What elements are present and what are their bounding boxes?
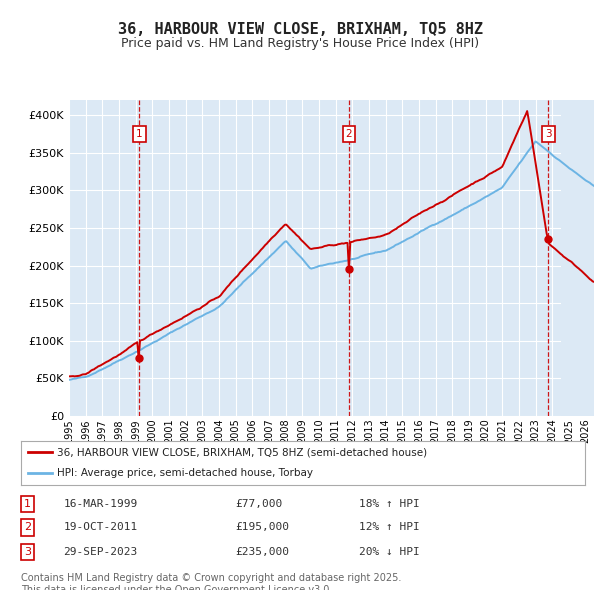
Text: 3: 3 xyxy=(24,548,31,558)
Text: Price paid vs. HM Land Registry's House Price Index (HPI): Price paid vs. HM Land Registry's House … xyxy=(121,37,479,50)
Text: 36, HARBOUR VIEW CLOSE, BRIXHAM, TQ5 8HZ (semi-detached house): 36, HARBOUR VIEW CLOSE, BRIXHAM, TQ5 8HZ… xyxy=(56,447,427,457)
Text: 2: 2 xyxy=(24,523,31,532)
Bar xyxy=(560,100,594,416)
Text: £77,000: £77,000 xyxy=(235,499,283,509)
Text: 1: 1 xyxy=(24,499,31,509)
Text: 18% ↑ HPI: 18% ↑ HPI xyxy=(359,499,420,509)
Text: Contains HM Land Registry data © Crown copyright and database right 2025.
This d: Contains HM Land Registry data © Crown c… xyxy=(21,573,401,590)
Text: 20% ↓ HPI: 20% ↓ HPI xyxy=(359,548,420,558)
Text: 2: 2 xyxy=(346,129,352,139)
Text: 3: 3 xyxy=(545,129,551,139)
Text: 29-SEP-2023: 29-SEP-2023 xyxy=(64,548,137,558)
Text: 1: 1 xyxy=(136,129,142,139)
Text: 16-MAR-1999: 16-MAR-1999 xyxy=(64,499,137,509)
Text: HPI: Average price, semi-detached house, Torbay: HPI: Average price, semi-detached house,… xyxy=(56,468,313,478)
Text: 12% ↑ HPI: 12% ↑ HPI xyxy=(359,523,420,532)
Text: 19-OCT-2011: 19-OCT-2011 xyxy=(64,523,137,532)
Text: £235,000: £235,000 xyxy=(235,548,289,558)
Text: £195,000: £195,000 xyxy=(235,523,289,532)
Text: 36, HARBOUR VIEW CLOSE, BRIXHAM, TQ5 8HZ: 36, HARBOUR VIEW CLOSE, BRIXHAM, TQ5 8HZ xyxy=(118,22,482,37)
